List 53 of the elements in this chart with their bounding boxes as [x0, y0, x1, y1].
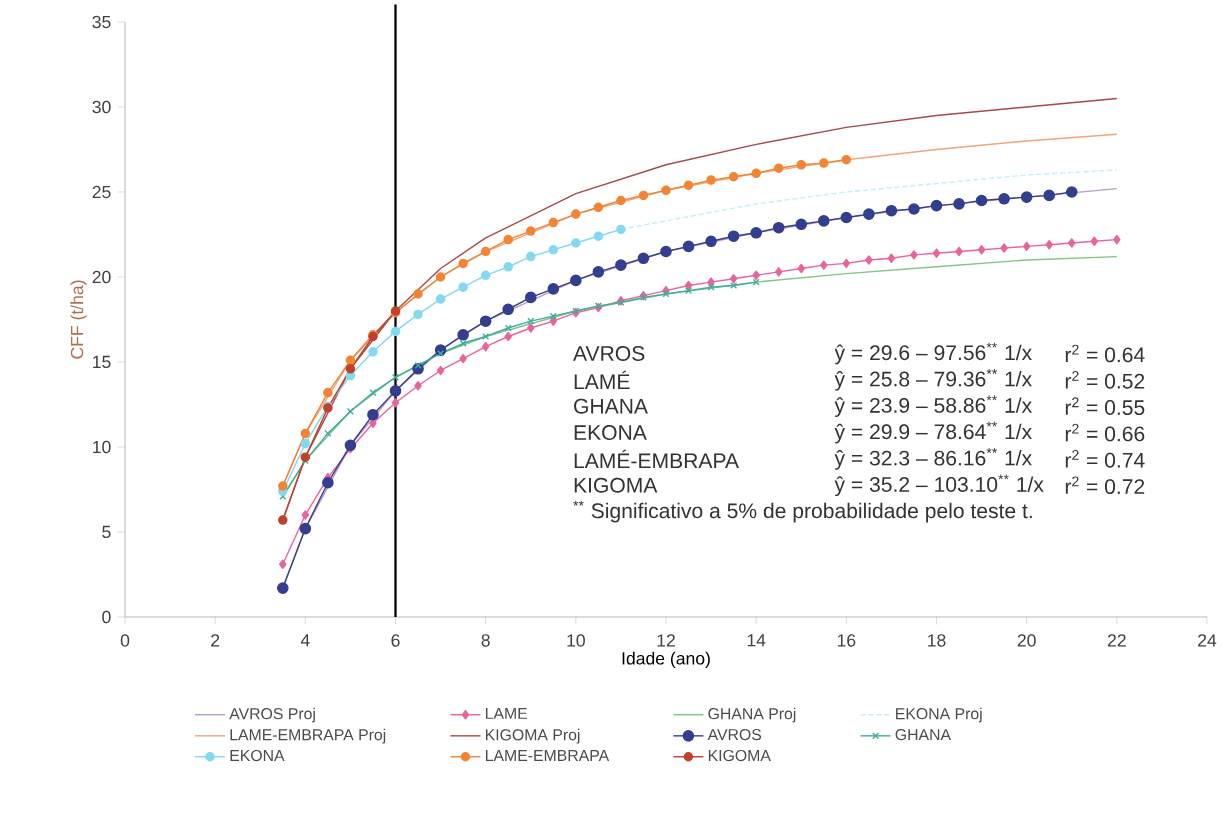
- legend-label: KIGOMA: [708, 749, 771, 762]
- x-tick-label: 24: [1198, 634, 1217, 647]
- x-tick-label: 8: [481, 634, 490, 647]
- annotation: ŷ = 35.2 – 103.10$^{**}$ 1/x: [834, 474, 1044, 497]
- y-tick-label: 30: [92, 100, 111, 114]
- annotation: ŷ = 29.9 – 78.64$^{**}$ 1/x: [834, 421, 1032, 444]
- annotation: ŷ = 29.6 – 97.56$^{**}$ 1/x: [834, 342, 1032, 365]
- legend-label: GHANA: [895, 728, 952, 741]
- x-tick-label: 4: [300, 634, 310, 647]
- legend-label: AVROS: [707, 728, 762, 741]
- annotation: KIGOMA: [574, 477, 658, 493]
- annotation: LAMÉ: [574, 370, 630, 389]
- annotation: r$^{2}$ = 0.55: [1065, 397, 1145, 416]
- annotation: r$^{2}$ = 0.66: [1065, 423, 1145, 442]
- x-tick-label: 20: [1017, 634, 1036, 647]
- legend-label: GHANA Proj: [708, 707, 796, 723]
- x-tick-label: 22: [1107, 634, 1126, 647]
- y-tick-label: 20: [92, 270, 111, 284]
- annotation: $^{**}$ Significativo a 5% de probabilidade pelo teste t.: [573, 500, 1032, 523]
- y-tick-label: 5: [102, 525, 111, 539]
- x-tick-label: 18: [928, 634, 946, 647]
- legend-label: LAME: [485, 707, 528, 719]
- annotation: EKONA: [574, 425, 647, 440]
- legend-label: EKONA: [230, 749, 285, 762]
- x-tick-label: 0: [120, 634, 130, 647]
- y-tick-label: 35: [92, 15, 111, 29]
- annotation: r$^{2}$ = 0.72: [1065, 476, 1145, 495]
- y-tick-label: 15: [93, 355, 111, 369]
- legend-label: LAME-EMBRAPA: [485, 749, 610, 761]
- x-tick-label: 16: [837, 634, 856, 647]
- y-tick-label: 25: [92, 185, 111, 199]
- x-tick-label: 12: [657, 634, 675, 647]
- x-tick-label: 10: [567, 634, 585, 647]
- y-tick-label: 0: [102, 610, 111, 624]
- x-tick-label: 14: [747, 634, 766, 647]
- annotation: ŷ = 25.8 – 79.36$^{**}$ 1/x: [834, 368, 1032, 391]
- annotation: r$^{2}$ = 0.74: [1065, 450, 1145, 468]
- annotation: LAMÉ-EMBRAPA: [574, 449, 739, 469]
- legend-label: KIGOMA Proj: [485, 728, 580, 744]
- legend-label: AVROS Proj: [229, 707, 315, 723]
- annotation: GHANA: [574, 398, 648, 414]
- annotation: ŷ = 32.3 – 86.16$^{**}$ 1/x: [834, 448, 1032, 470]
- x-tick-label: 2: [211, 634, 220, 647]
- y-axis-title: CFF (t/ha): [70, 280, 87, 359]
- annotation: AVROS: [573, 346, 645, 361]
- legend-label: EKONA Proj: [896, 707, 982, 723]
- y-tick-label: 10: [93, 440, 111, 454]
- annotation: r$^{2}$ = 0.64: [1065, 344, 1145, 363]
- annotation: r$^{2}$ = 0.52: [1065, 371, 1145, 389]
- x-tick-label: 6: [391, 634, 400, 647]
- x-axis-title: Idade (ano): [622, 651, 710, 669]
- annotation: ŷ = 23.9 – 58.86$^{**}$ 1/x: [834, 395, 1032, 418]
- legend-label: LAME-EMBRAPA Proj: [230, 728, 386, 744]
